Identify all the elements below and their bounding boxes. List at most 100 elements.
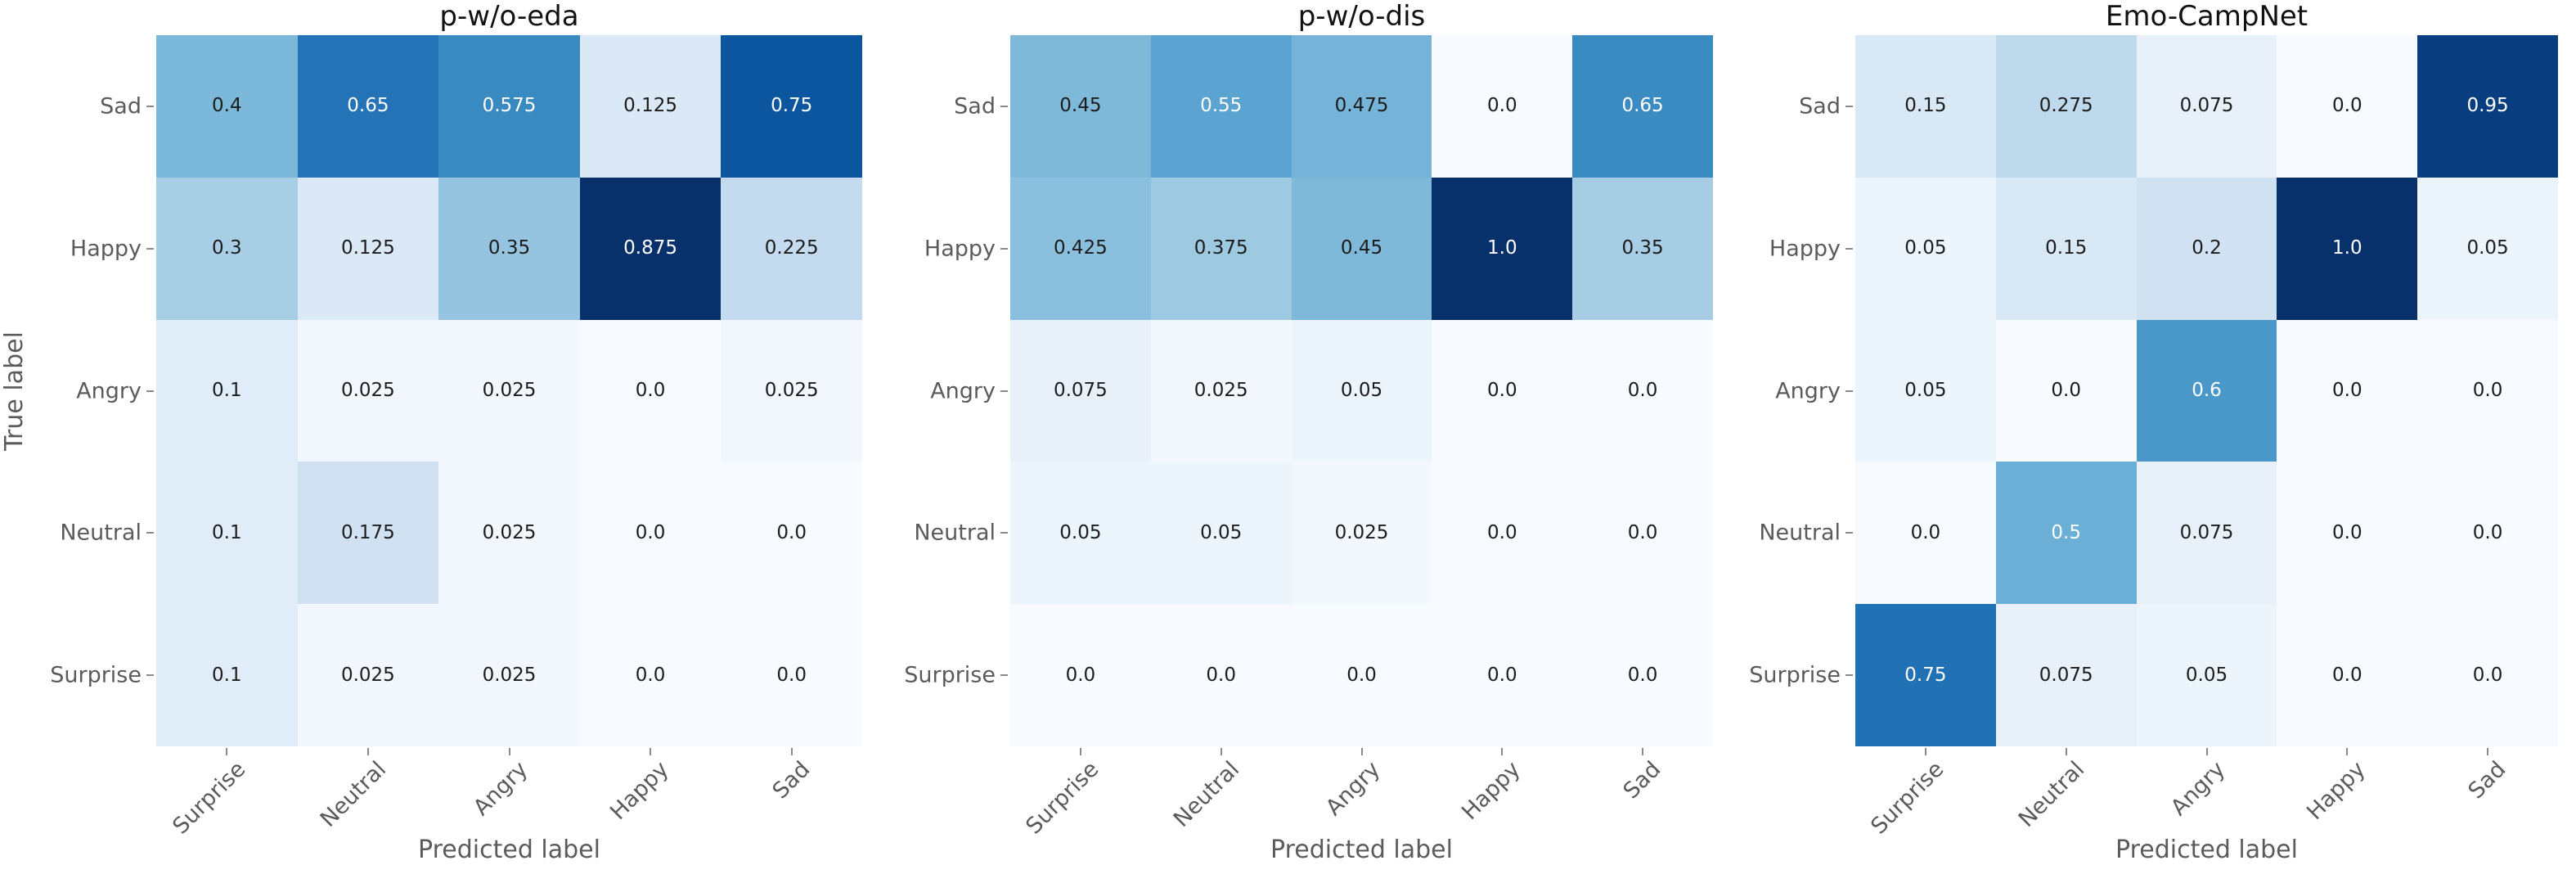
- heatmap-cell: 0.0: [2277, 319, 2418, 462]
- x-tick-label: Angry: [1320, 756, 1386, 821]
- cell-value: 1.0: [2332, 237, 2362, 259]
- heatmap-cell: 0.025: [438, 462, 580, 605]
- x-tick-mark: [2205, 748, 2208, 755]
- heatmap-cell: 0.075: [2136, 462, 2277, 605]
- heatmap-cell: 0.875: [579, 177, 722, 320]
- cell-value: 0.0: [1487, 95, 1517, 117]
- cell-value: 0.0: [2472, 379, 2503, 401]
- cell-value: 0.05: [1059, 521, 1102, 543]
- x-tick-mark: [1501, 748, 1504, 755]
- heatmap-cell: 1.0: [1432, 177, 1573, 320]
- cell-value: 1.0: [1487, 237, 1517, 259]
- heatmap-cell: 0.0: [1572, 462, 1713, 605]
- y-tick-mark: [1000, 390, 1008, 392]
- cell-value: 0.0: [2332, 521, 2362, 543]
- heatmap-cell: 0.0: [579, 319, 722, 462]
- heatmap-cell: 0.575: [438, 35, 580, 178]
- x-tick-label: Neutral: [1168, 756, 1245, 832]
- heatmap-cell: 0.0: [1432, 35, 1573, 178]
- chart-title: p-w/o-dis: [1297, 0, 1426, 33]
- cell-value: 0.225: [764, 237, 819, 259]
- subplot-p-w-o-dis: p-w/o-dis 0.45 0.55 0.475 0.0 0.65 0.425 0.375 0…: [904, 1, 1713, 863]
- cell-value: 0.0: [1910, 521, 1941, 543]
- heatmap-cell: 0.275: [1995, 35, 2137, 178]
- y-tick-mark: [1000, 105, 1008, 107]
- x-tick-label: Happy: [605, 756, 674, 826]
- heatmap-cell: 0.35: [1572, 177, 1713, 320]
- x-tick-mark: [1924, 748, 1926, 755]
- cell-value: 0.55: [1200, 95, 1243, 117]
- y-tick-mark: [1845, 532, 1853, 534]
- heatmap-cell: 0.5: [1995, 462, 2137, 605]
- cell-value: 0.05: [2185, 664, 2228, 686]
- cell-value: 0.025: [1194, 379, 1248, 401]
- cell-value: 0.425: [1053, 237, 1108, 259]
- heatmap-cell: 0.025: [297, 604, 439, 746]
- y-tick-label: Angry: [930, 378, 996, 403]
- cell-value: 0.575: [482, 95, 537, 117]
- heatmap-cell: 0.025: [438, 319, 580, 462]
- cell-value: 0.45: [1340, 237, 1383, 259]
- cell-value: 0.35: [1621, 237, 1664, 259]
- cell-value: 0.65: [347, 95, 389, 117]
- y-tick-label: Angry: [76, 378, 142, 403]
- y-tick-label: Happy: [70, 236, 142, 262]
- cell-value: 0.875: [623, 237, 678, 259]
- y-tick-label: Surprise: [50, 662, 142, 688]
- cell-value: 0.35: [488, 237, 531, 259]
- heatmap-cell: 0.125: [297, 177, 439, 320]
- cell-value: 0.4: [212, 95, 242, 117]
- heatmap-cell: 0.4: [156, 35, 298, 178]
- cell-value: 0.0: [1206, 664, 1236, 686]
- x-tick-mark: [2487, 748, 2489, 755]
- cell-value: 0.0: [776, 521, 807, 543]
- cell-value: 0.375: [1194, 237, 1248, 259]
- y-tick-mark: [1000, 247, 1008, 250]
- x-tick-mark: [1642, 748, 1644, 755]
- x-tick-label: Happy: [2302, 756, 2371, 826]
- heatmap-cell: 0.55: [1150, 35, 1292, 178]
- cell-value: 0.275: [2039, 95, 2093, 117]
- y-tick-label: Neutral: [1759, 520, 1841, 546]
- y-tick-mark: [146, 674, 154, 677]
- x-tick-mark: [650, 748, 652, 755]
- x-tick-mark: [1220, 748, 1222, 755]
- cell-value: 0.0: [1487, 521, 1517, 543]
- heatmap-cell: 0.0: [2417, 604, 2558, 746]
- heatmap-cell: 0.75: [1855, 604, 1996, 746]
- heatmap-cell: 0.075: [2136, 35, 2277, 178]
- cell-value: 0.0: [1627, 521, 1658, 543]
- cell-value: 0.475: [1334, 95, 1389, 117]
- heatmap-cell: 0.3: [156, 177, 298, 320]
- heatmap-cell: 0.0: [721, 604, 862, 746]
- cell-value: 0.125: [340, 237, 395, 259]
- heatmap-cell: 0.0: [1855, 462, 1996, 605]
- heatmap-cell: 0.075: [1010, 319, 1151, 462]
- cell-value: 0.1: [212, 379, 242, 401]
- heatmap-cell: 0.0: [1291, 604, 1432, 746]
- y-tick-mark: [1000, 532, 1008, 534]
- heatmap-cell: 0.0: [579, 604, 722, 746]
- heatmap-cell: 0.05: [1855, 177, 1996, 320]
- heatmap-cell: 0.225: [721, 177, 862, 320]
- heatmap-cell: 0.0: [1432, 462, 1573, 605]
- heatmap-cell: 0.475: [1291, 35, 1432, 178]
- y-tick-mark: [146, 247, 154, 250]
- y-tick-mark: [1845, 105, 1853, 107]
- y-tick-mark: [1000, 674, 1008, 677]
- heatmap-cell: 0.0: [1432, 604, 1573, 746]
- cell-value: 0.175: [340, 521, 395, 543]
- y-tick-label: Neutral: [60, 520, 142, 546]
- heatmap-cell: 0.0: [1572, 319, 1713, 462]
- heatmap-cell: 0.2: [2136, 177, 2277, 320]
- heatmap-cell: 0.05: [1291, 319, 1432, 462]
- y-tick-label: Surprise: [904, 662, 996, 688]
- cell-value: 0.05: [1904, 237, 1947, 259]
- y-tick-mark: [1845, 390, 1853, 392]
- cell-value: 0.0: [1065, 664, 1096, 686]
- cell-value: 0.05: [1904, 379, 1947, 401]
- y-axis-title: True label: [0, 331, 29, 451]
- cell-value: 0.5: [2051, 521, 2081, 543]
- heatmap-cell: 0.35: [438, 177, 580, 320]
- cell-value: 0.05: [2466, 237, 2509, 259]
